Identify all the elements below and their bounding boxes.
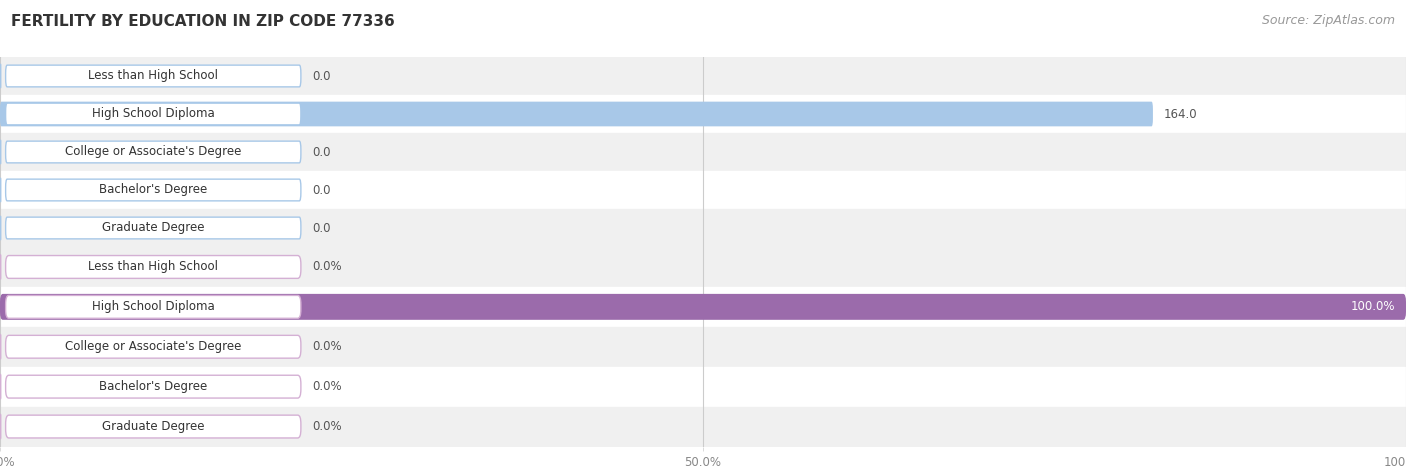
FancyBboxPatch shape [0, 216, 1, 240]
Text: 0.0%: 0.0% [312, 340, 342, 353]
Bar [0, 57, 1406, 95]
FancyBboxPatch shape [0, 178, 1, 202]
FancyBboxPatch shape [6, 103, 301, 125]
FancyBboxPatch shape [6, 179, 301, 201]
FancyBboxPatch shape [0, 64, 1, 88]
Text: College or Associate's Degree: College or Associate's Degree [65, 340, 242, 353]
FancyBboxPatch shape [0, 414, 1, 439]
Text: 0.0: 0.0 [312, 69, 330, 83]
FancyBboxPatch shape [0, 140, 1, 164]
FancyBboxPatch shape [0, 334, 1, 360]
Bar [0, 171, 1406, 209]
Text: 100.0%: 100.0% [1350, 300, 1395, 314]
Text: Bachelor's Degree: Bachelor's Degree [100, 183, 207, 197]
FancyBboxPatch shape [6, 65, 301, 87]
Text: 0.0%: 0.0% [312, 420, 342, 433]
Bar [0, 209, 1406, 247]
FancyBboxPatch shape [6, 375, 301, 398]
FancyBboxPatch shape [6, 415, 301, 438]
Text: College or Associate's Degree: College or Associate's Degree [65, 145, 242, 159]
Bar [0, 287, 1406, 327]
FancyBboxPatch shape [0, 294, 1406, 320]
FancyBboxPatch shape [0, 102, 1153, 126]
Text: Bachelor's Degree: Bachelor's Degree [100, 380, 207, 393]
Text: 0.0: 0.0 [312, 221, 330, 235]
FancyBboxPatch shape [6, 295, 301, 318]
Text: 164.0: 164.0 [1164, 107, 1198, 121]
Text: 0.0%: 0.0% [312, 260, 342, 274]
FancyBboxPatch shape [6, 335, 301, 358]
FancyBboxPatch shape [6, 256, 301, 278]
FancyBboxPatch shape [0, 254, 1, 280]
Text: 0.0: 0.0 [312, 183, 330, 197]
FancyBboxPatch shape [6, 141, 301, 163]
Text: Less than High School: Less than High School [89, 69, 218, 83]
Bar [0, 95, 1406, 133]
Bar [0, 327, 1406, 367]
Text: 0.0%: 0.0% [312, 380, 342, 393]
Text: Graduate Degree: Graduate Degree [103, 420, 204, 433]
Text: FERTILITY BY EDUCATION IN ZIP CODE 77336: FERTILITY BY EDUCATION IN ZIP CODE 77336 [11, 14, 395, 29]
FancyBboxPatch shape [0, 374, 1, 399]
Bar [0, 407, 1406, 446]
Text: Less than High School: Less than High School [89, 260, 218, 274]
Text: Graduate Degree: Graduate Degree [103, 221, 204, 235]
Text: Source: ZipAtlas.com: Source: ZipAtlas.com [1261, 14, 1395, 27]
Text: High School Diploma: High School Diploma [91, 300, 215, 314]
Text: High School Diploma: High School Diploma [91, 107, 215, 121]
Bar [0, 367, 1406, 407]
FancyBboxPatch shape [6, 217, 301, 239]
Text: 0.0: 0.0 [312, 145, 330, 159]
Bar [0, 247, 1406, 287]
Bar [0, 133, 1406, 171]
